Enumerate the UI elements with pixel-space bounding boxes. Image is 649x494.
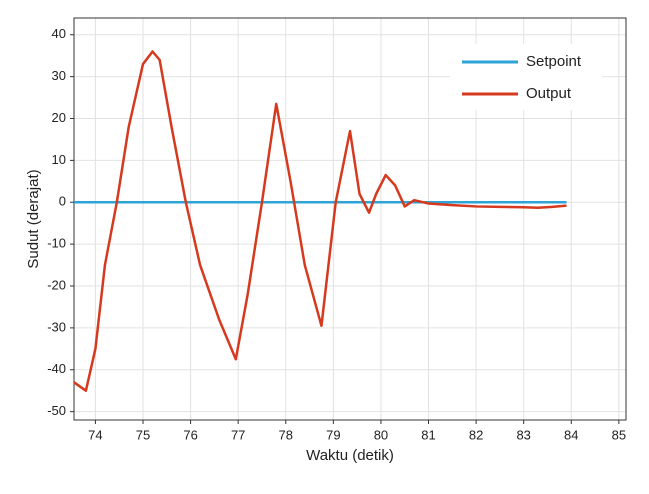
legend-label: Output <box>526 85 572 102</box>
y-tick-label: -30 <box>47 319 66 334</box>
y-tick-label: -40 <box>47 361 66 376</box>
y-tick-label: -50 <box>47 403 66 418</box>
y-tick-label: -10 <box>47 236 66 251</box>
x-tick-label: 80 <box>374 427 388 442</box>
y-tick-label: 30 <box>52 68 66 83</box>
y-tick-label: 20 <box>52 110 66 125</box>
x-tick-label: 85 <box>612 427 626 442</box>
legend-box <box>450 44 602 110</box>
x-tick-label: 82 <box>469 427 483 442</box>
x-tick-label: 81 <box>421 427 435 442</box>
x-tick-label: 75 <box>136 427 150 442</box>
x-tick-label: 84 <box>564 427 578 442</box>
y-tick-label: 0 <box>59 194 66 209</box>
y-tick-label: 40 <box>52 26 66 41</box>
y-tick-label: 10 <box>52 152 66 167</box>
x-axis-label: Waktu (detik) <box>306 447 394 464</box>
x-tick-label: 76 <box>183 427 197 442</box>
legend-label: Setpoint <box>526 53 582 70</box>
x-tick-label: 77 <box>231 427 245 442</box>
y-tick-label: -20 <box>47 277 66 292</box>
x-tick-label: 79 <box>326 427 340 442</box>
y-axis-label: Sudut (derajat) <box>25 169 42 268</box>
x-tick-label: 83 <box>516 427 530 442</box>
line-series <box>73 50 567 392</box>
plot-frame <box>73 17 627 421</box>
x-tick-label: 78 <box>279 427 293 442</box>
x-tick-label: 74 <box>88 427 102 442</box>
